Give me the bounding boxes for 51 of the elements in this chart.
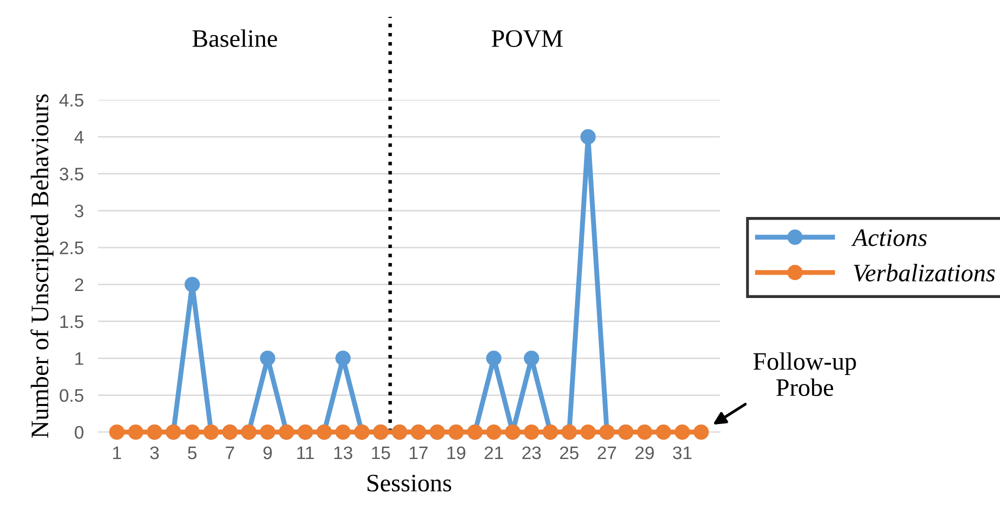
- point: [674, 424, 690, 440]
- x-tick-label: 11: [297, 446, 314, 460]
- point: [524, 350, 540, 366]
- y-tick-label: 4: [74, 130, 84, 144]
- point: [486, 424, 502, 440]
- x-tick-label: 9: [263, 446, 272, 460]
- y-tick-label: 0: [74, 426, 84, 439]
- point: [656, 424, 672, 440]
- point: [260, 424, 276, 440]
- x-tick-label: 27: [598, 446, 616, 460]
- x-tick-label: 17: [410, 446, 428, 460]
- x-tick-label: 23: [522, 446, 541, 460]
- point: [184, 276, 200, 292]
- y-tick-label: 0.5: [60, 389, 84, 402]
- text: POVM: [492, 30, 563, 48]
- point: [128, 424, 144, 440]
- x-tick-label: 3: [150, 446, 159, 460]
- y-tick-label: 1: [75, 352, 84, 365]
- x-tick-label: 7: [226, 446, 234, 460]
- point: [184, 424, 200, 440]
- point: [335, 424, 351, 440]
- point: [694, 424, 709, 440]
- x-axis-title: Sessions: [368, 474, 452, 492]
- x-tick-label: 19: [447, 446, 466, 460]
- y-tick-label: 3.5: [60, 168, 84, 180]
- x-tick-label: 21: [484, 446, 503, 460]
- x-tick-label: 25: [560, 446, 578, 460]
- point: [636, 424, 652, 440]
- point: [580, 424, 596, 440]
- point: [580, 129, 596, 144]
- x-tick-label: 31: [672, 446, 692, 460]
- y-tick-label: 3: [74, 204, 84, 218]
- x-tick-label: 29: [635, 446, 654, 460]
- legend-label: Actions: [851, 229, 927, 246]
- x-tick-label: 5: [188, 446, 197, 460]
- text: Baseline: [192, 29, 278, 48]
- y-tick-label: 2: [74, 278, 84, 291]
- point: [109, 424, 124, 440]
- annotation: Follow-up Probe: [753, 352, 856, 396]
- point: [260, 350, 276, 366]
- x-tick-label: 13: [334, 446, 352, 460]
- y-axis-title: Number of Unscripted Behaviours: [30, 94, 54, 438]
- legend-label: Verbalizations: [854, 264, 995, 282]
- y-tick-label: 2.5: [60, 241, 84, 254]
- point: [524, 424, 540, 440]
- x-tick-label: 1: [113, 446, 121, 460]
- y-tick-label: 1.5: [60, 315, 84, 328]
- point: [486, 350, 502, 366]
- y-tick-label: 4.5: [59, 94, 84, 107]
- x-tick-label: 15: [372, 446, 390, 460]
- point: [335, 350, 351, 366]
